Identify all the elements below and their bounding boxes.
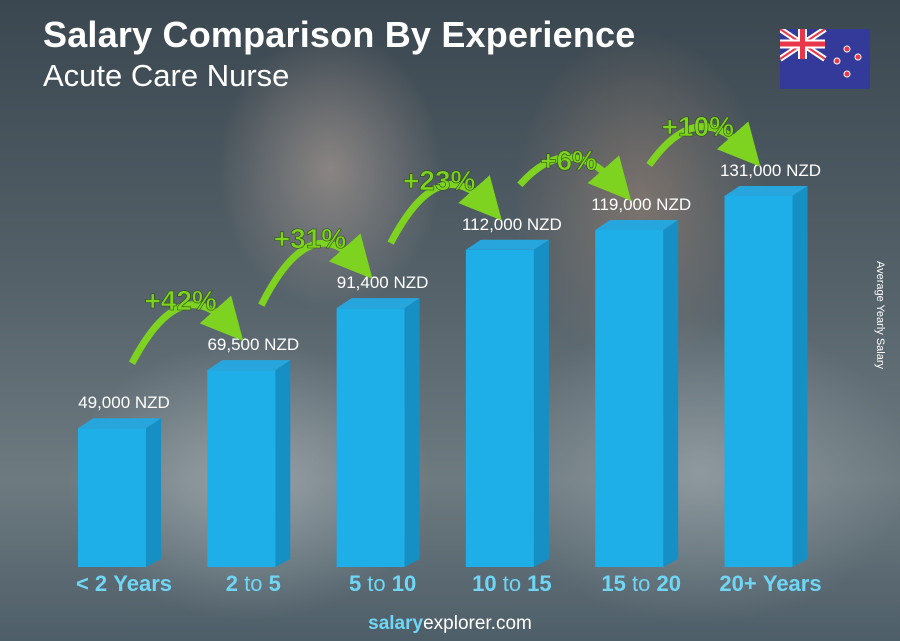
- increase-label: +6%: [540, 145, 597, 176]
- bar: [336, 308, 405, 567]
- bar-top: [336, 298, 420, 309]
- x-tick-label: 2 to 5: [225, 571, 281, 596]
- bar-side: [146, 418, 161, 567]
- increase-arrow: [646, 121, 761, 168]
- increase-arrow: [387, 175, 502, 245]
- bar-top: [724, 186, 808, 196]
- x-tick-label: 20+ Years: [719, 571, 822, 596]
- increase-arrow: [128, 295, 244, 365]
- bar-top: [465, 239, 549, 250]
- bar: [465, 249, 534, 568]
- data-label: 119,000 NZD: [591, 195, 691, 214]
- brand-rest: explorer.com: [423, 613, 532, 634]
- bar: [724, 196, 793, 567]
- increase-label: +42%: [144, 285, 216, 316]
- new-zealand-flag-icon: [780, 29, 870, 89]
- increase-label: +31%: [274, 223, 346, 254]
- bar-side: [533, 239, 549, 568]
- increase-label: +23%: [403, 165, 475, 196]
- data-label: 69,500 NZD: [207, 335, 299, 354]
- bar-top: [78, 418, 161, 429]
- bar-side: [404, 298, 420, 567]
- increase-arrow: [517, 153, 632, 201]
- data-label: 131,000 NZD: [720, 161, 821, 180]
- data-label: 49,000 NZD: [78, 393, 170, 412]
- x-tick-label: < 2 Years: [75, 571, 173, 596]
- bar-top: [207, 360, 291, 371]
- bar: [78, 428, 146, 567]
- page-subtitle: Acute Care Nurse: [43, 58, 290, 93]
- data-label: 91,400 NZD: [337, 273, 429, 292]
- bar-side: [792, 186, 808, 567]
- bar: [595, 229, 664, 567]
- x-tick-label: 10 to 15: [472, 571, 552, 596]
- increase-label: +10%: [662, 111, 734, 142]
- bar: [207, 370, 276, 567]
- footer-brand[interactable]: salaryexplorer.com: [368, 613, 532, 635]
- bar-side: [275, 360, 291, 567]
- data-label: 112,000 NZD: [462, 215, 562, 234]
- x-tick-label: 15 to 20: [601, 571, 681, 596]
- bar-side: [663, 219, 679, 567]
- increase-arrow: [258, 233, 373, 307]
- page-title: Salary Comparison By Experience: [43, 14, 636, 55]
- brand-bold: salary: [368, 613, 424, 634]
- bar-top: [595, 219, 679, 230]
- x-tick-label: 5 to 10: [348, 571, 417, 596]
